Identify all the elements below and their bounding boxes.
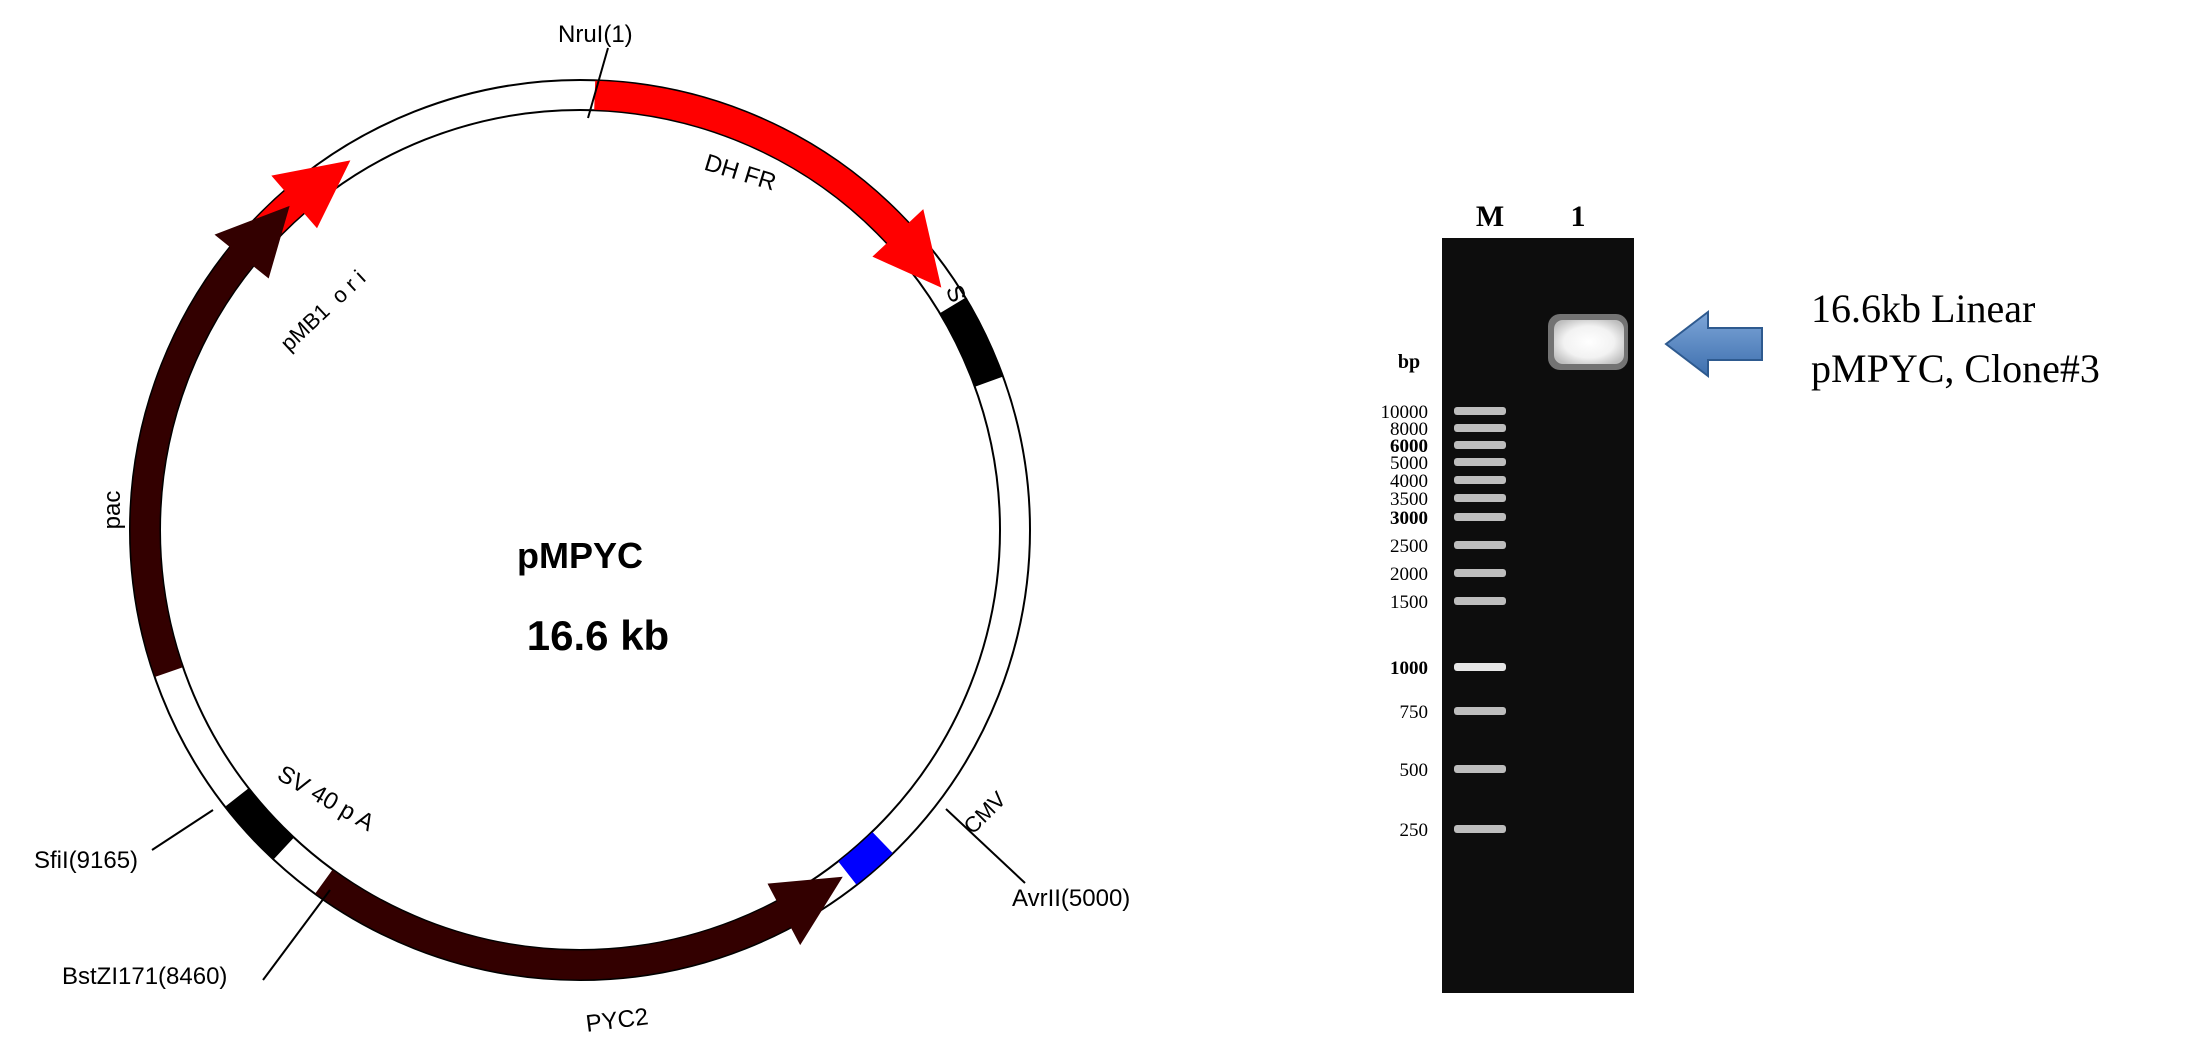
bp-unit-label: bp bbox=[1398, 351, 1420, 373]
ladder-band bbox=[1454, 663, 1506, 671]
ladder-band bbox=[1454, 424, 1506, 432]
avrii-site-line bbox=[945, 808, 1026, 884]
pyc2-label: PYC2 bbox=[584, 1003, 650, 1037]
ladder-label: 2000 bbox=[1390, 564, 1428, 585]
annotation-line-1: 16.6kb Linear bbox=[1811, 286, 2035, 331]
plasmid-size: 16.6 kb bbox=[527, 612, 669, 659]
lane-label-1: 1 bbox=[1571, 200, 1586, 233]
avrii-site-label: AvrII(5000) bbox=[1012, 885, 1130, 912]
nrui-site-line bbox=[587, 47, 609, 119]
plasmid-map: NruI(1) AvrII(5000) SfiI(9165) BstZI171(… bbox=[34, 21, 1130, 1038]
sample-band bbox=[1554, 320, 1624, 364]
annotation-arrow-icon bbox=[1664, 309, 1763, 379]
ladder-band bbox=[1454, 441, 1506, 449]
sv40pa-bottom-label: SV 40 p A bbox=[273, 760, 379, 837]
ladder-label: 2500 bbox=[1390, 536, 1428, 557]
ladder-band bbox=[1454, 541, 1506, 549]
annotation-line-2: pMPYC, Clone#3 bbox=[1811, 346, 2100, 391]
ladder-label: 3000 bbox=[1390, 508, 1428, 529]
bstzi171-site-label: BstZI171(8460) bbox=[62, 963, 227, 990]
sv40pa-bottom-box bbox=[225, 788, 294, 860]
ladder-label: 8000 bbox=[1390, 419, 1428, 440]
ladder-band bbox=[1454, 765, 1506, 773]
lane-label-m: M bbox=[1476, 200, 1504, 233]
ladder-band bbox=[1454, 569, 1506, 577]
bstzi171-site-line bbox=[262, 889, 331, 981]
sfii-site-line bbox=[151, 809, 214, 851]
ladder-band bbox=[1454, 476, 1506, 484]
ladder-label: 10000 bbox=[1381, 402, 1429, 423]
pmb1-ori-label: pMB1 o r i bbox=[275, 265, 370, 356]
ladder-label: 4000 bbox=[1390, 471, 1428, 492]
pyc2-arrow bbox=[315, 869, 843, 980]
ladder-label: 1000 bbox=[1390, 658, 1428, 679]
sv40pa-top-box bbox=[940, 298, 1003, 387]
dhfr-label: DH FR bbox=[701, 149, 779, 196]
ladder-band bbox=[1454, 825, 1506, 833]
plasmid-features bbox=[130, 80, 1003, 980]
ladder-label: 5000 bbox=[1390, 453, 1428, 474]
ladder-label: 500 bbox=[1400, 760, 1429, 781]
ladder-band bbox=[1454, 458, 1506, 466]
ladder-band bbox=[1454, 407, 1506, 415]
ladder-label: 750 bbox=[1400, 702, 1429, 723]
pac-arrow bbox=[130, 205, 290, 677]
pac-label: pac bbox=[99, 491, 126, 530]
cmv-box bbox=[838, 832, 893, 885]
dhfr-arrow bbox=[594, 80, 942, 288]
ladder-band bbox=[1454, 494, 1506, 502]
plasmid-name: pMPYC bbox=[517, 535, 643, 576]
ladder-band bbox=[1454, 597, 1506, 605]
plasmid-backbone-outer bbox=[129, 79, 1031, 981]
ladder-band bbox=[1454, 707, 1506, 715]
ladder-label: 1500 bbox=[1390, 592, 1428, 613]
ladder-label: 6000 bbox=[1390, 436, 1428, 457]
sfii-site-label: SfiI(9165) bbox=[34, 847, 138, 874]
plasmid-backbone-inner bbox=[159, 109, 1001, 951]
cmv-label: CMV bbox=[959, 786, 1011, 838]
ladder-band bbox=[1454, 513, 1506, 521]
nrui-site-label: NruI(1) bbox=[558, 21, 633, 48]
ladder-label: 3500 bbox=[1390, 489, 1428, 510]
ladder-label: 250 bbox=[1400, 820, 1429, 841]
